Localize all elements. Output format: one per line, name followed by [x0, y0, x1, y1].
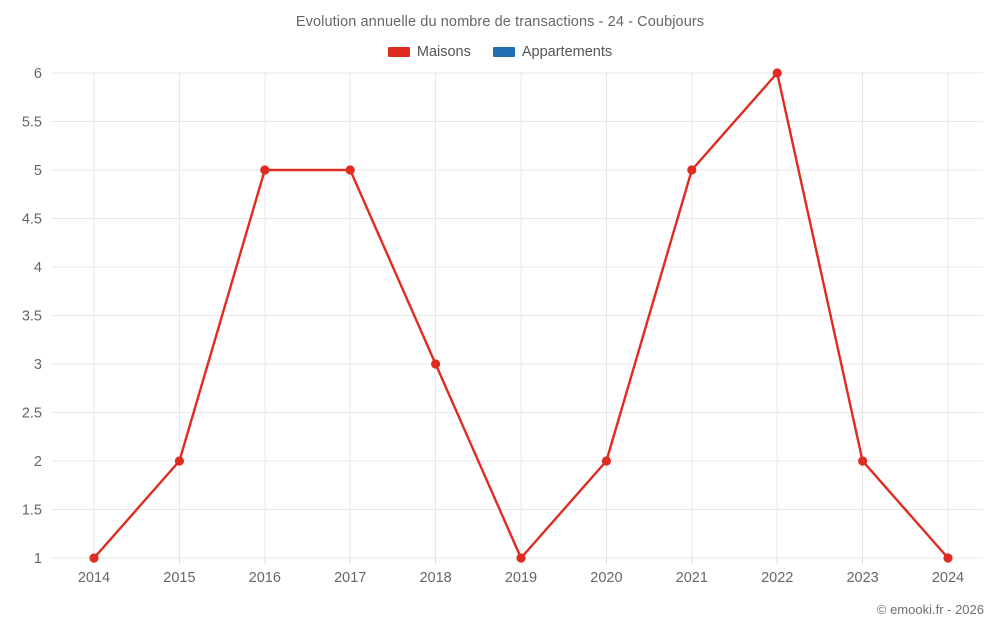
x-axis-tick-label: 2024	[932, 570, 964, 586]
data-point[interactable]	[89, 553, 99, 563]
data-point[interactable]	[858, 456, 868, 466]
x-axis-tick-label: 2019	[505, 570, 537, 586]
legend-swatch-appartements	[492, 47, 515, 57]
y-axis-tick-label: 1	[34, 551, 42, 567]
data-point[interactable]	[431, 359, 441, 369]
x-axis-labels: 2014 2015 2016 2017 2018 2019 2020 2021 2022 2023…	[78, 570, 964, 586]
y-axis-tick-label: 2.5	[22, 406, 42, 422]
y-axis-tick-label: 4	[34, 260, 42, 276]
y-axis-labels: 1 1.5 2 2.5 3 3.5 4 4.5 5 5.5 6	[22, 66, 42, 567]
legend-label-maisons: Maisons	[416, 44, 471, 60]
x-axis-tick-label: 2016	[249, 570, 281, 586]
legend-item-appartements[interactable]: Appartements	[492, 44, 613, 60]
legend-swatch-maisons	[387, 47, 410, 57]
legend-label-appartements: Appartements	[521, 44, 613, 60]
x-axis-tick-label: 2023	[846, 570, 878, 586]
x-axis-tick-label: 2017	[334, 570, 366, 586]
data-point[interactable]	[687, 165, 697, 175]
data-point[interactable]	[772, 68, 782, 78]
x-axis-tick-label: 2014	[78, 570, 110, 586]
y-axis-tick-label: 5	[34, 163, 42, 179]
y-axis-tick-label: 6	[34, 66, 42, 82]
x-axis-tick-label: 2022	[761, 570, 793, 586]
data-point[interactable]	[516, 553, 526, 563]
data-point[interactable]	[174, 456, 184, 466]
chart-credit: © emooki.fr - 2026	[876, 602, 984, 617]
x-axis-tick-label: 2020	[590, 570, 622, 586]
gridlines	[52, 72, 983, 559]
legend-item-maisons[interactable]: Maisons	[387, 44, 471, 60]
data-point[interactable]	[345, 165, 355, 175]
chart-title: Evolution annuelle du nombre de transact…	[295, 14, 705, 30]
chart-legend: Maisons Appartements	[0, 44, 1000, 60]
x-axis-tick-label: 2015	[163, 570, 195, 586]
data-point[interactable]	[943, 553, 953, 563]
data-point[interactable]	[601, 456, 612, 466]
y-axis-tick-label: 3	[34, 357, 42, 373]
x-axis-tick-label: 2018	[419, 570, 451, 586]
y-axis-tick-label: 2	[34, 454, 42, 470]
y-axis-tick-label: 5.5	[22, 115, 42, 131]
x-axis-tick-label: 2021	[676, 570, 708, 586]
y-axis-tick-label: 4.5	[22, 212, 42, 228]
y-axis-tick-label: 3.5	[22, 309, 42, 325]
series-markers	[89, 68, 953, 563]
y-axis-tick-label: 1.5	[22, 503, 42, 519]
data-point[interactable]	[260, 165, 270, 175]
